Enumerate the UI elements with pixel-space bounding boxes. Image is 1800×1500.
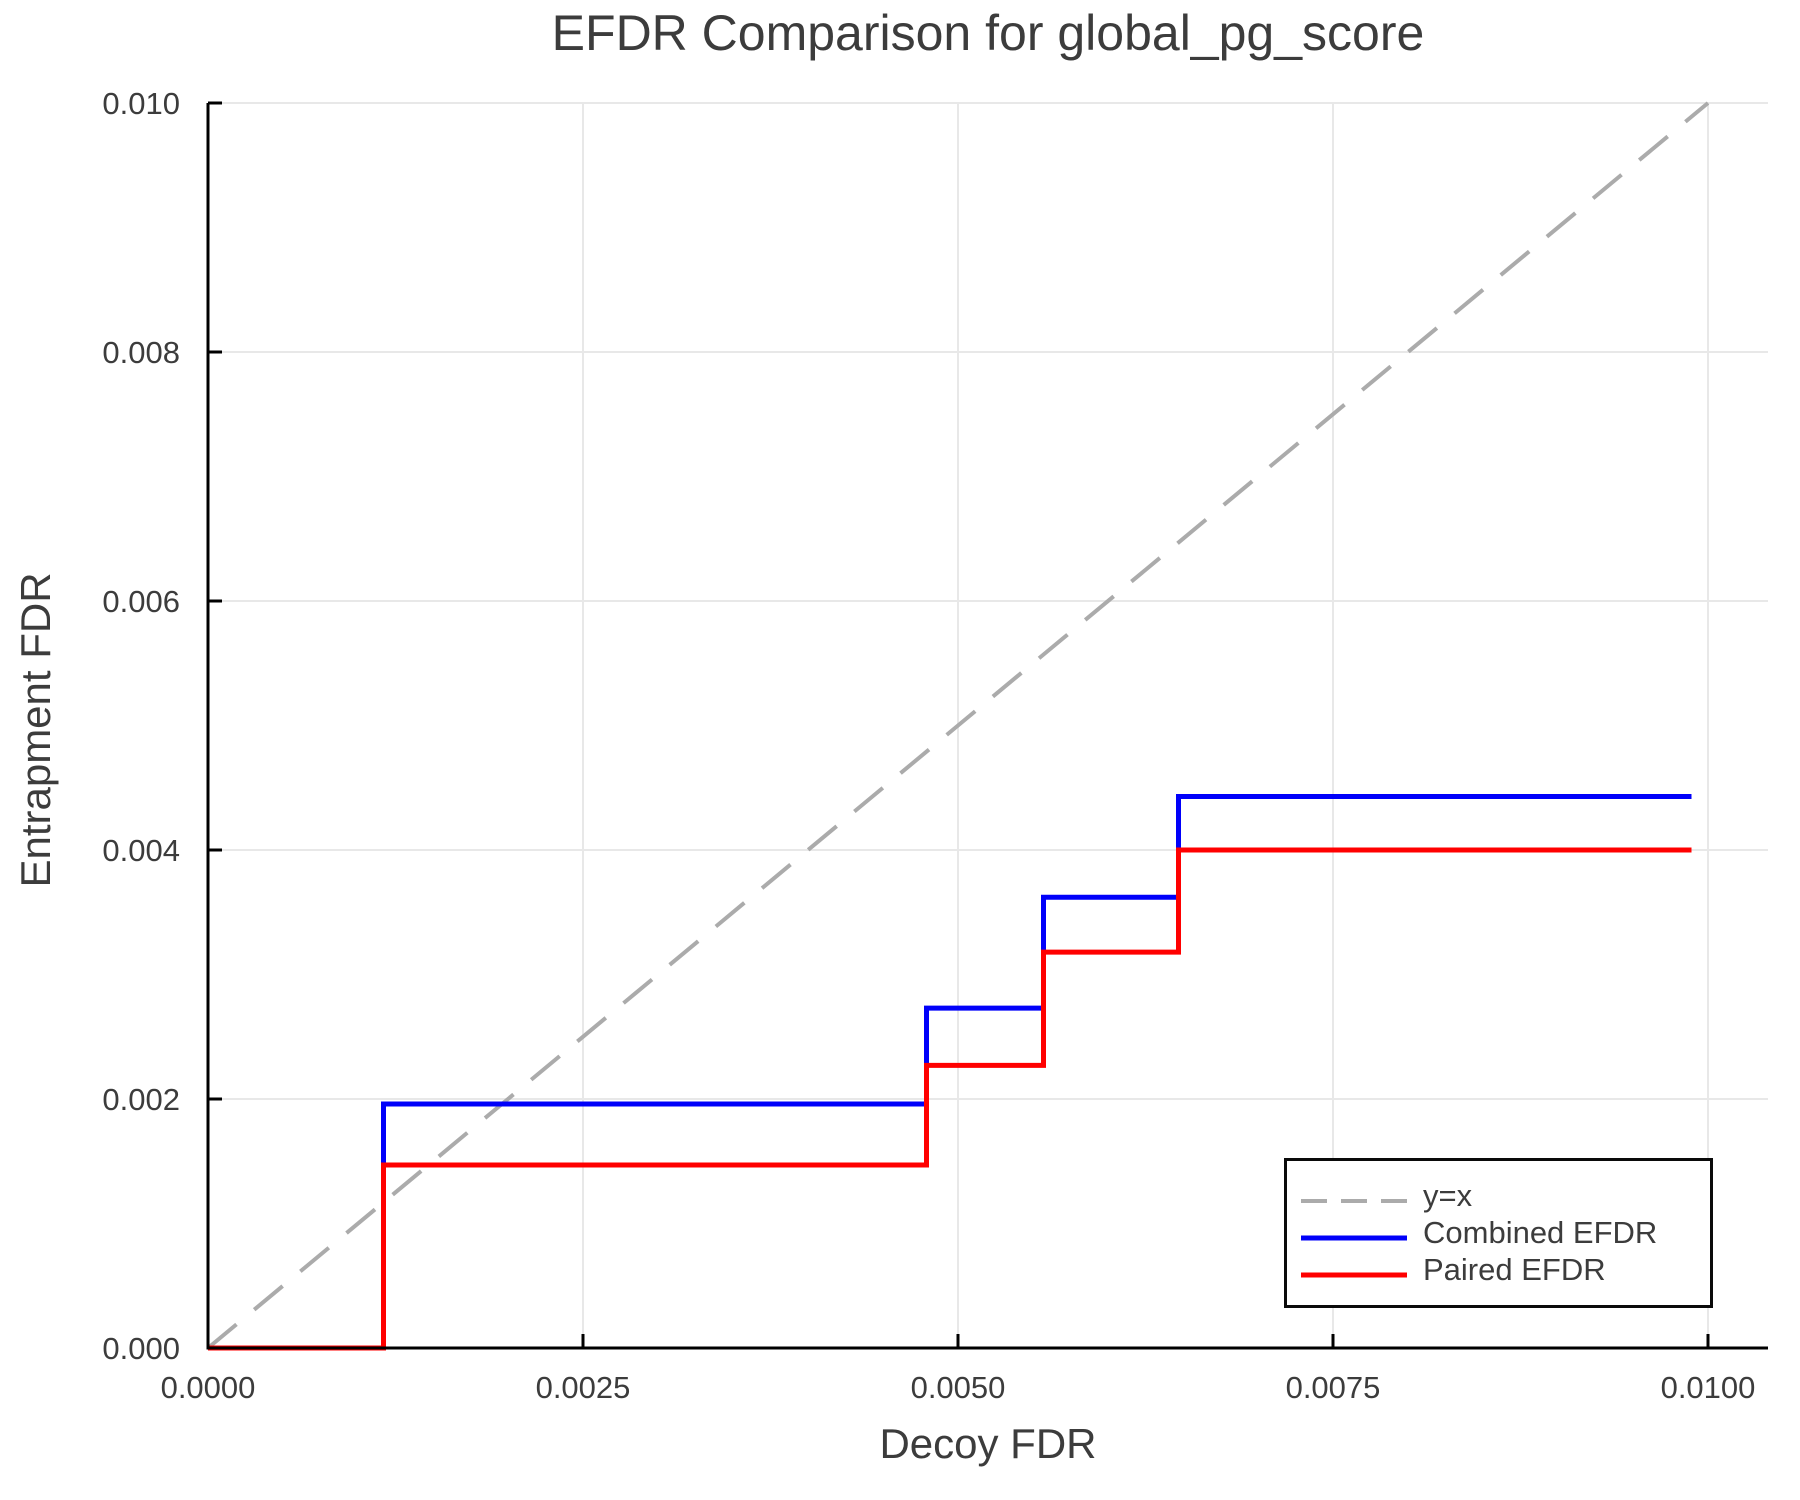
x-tick-label: 0.0025 bbox=[536, 1370, 631, 1405]
legend: y=x Combined EFDR Paired EFDR bbox=[1284, 1158, 1713, 1308]
legend-line-sample-paired-efdr bbox=[1301, 1266, 1407, 1278]
y-tick-label: 0.002 bbox=[102, 1082, 180, 1117]
legend-item-label: Paired EFDR bbox=[1423, 1252, 1606, 1287]
y-tick-label: 0.000 bbox=[102, 1331, 180, 1366]
x-tick-label: 0.0075 bbox=[1286, 1370, 1381, 1405]
x-tick-label: 0.0050 bbox=[911, 1370, 1006, 1405]
legend-item-label: y=x bbox=[1423, 1178, 1473, 1213]
y-tick-label: 0.004 bbox=[102, 833, 180, 868]
series-line-y-x bbox=[206, 101, 1710, 1350]
legend-line-sample-y-x bbox=[1301, 1192, 1407, 1203]
legend-item-paired-efdr: Paired EFDR bbox=[1301, 1252, 1710, 1289]
y-tick-label: 0.010 bbox=[102, 86, 180, 121]
series-line-paired-efdr bbox=[208, 847, 1692, 1351]
x-tick-label: 0.0000 bbox=[161, 1370, 256, 1405]
x-axis-label: Decoy FDR bbox=[879, 1420, 1097, 1467]
x-tick-label: 0.0100 bbox=[1661, 1370, 1756, 1405]
legend-item-combined-efdr: Combined EFDR bbox=[1301, 1215, 1710, 1252]
y-tick-label: 0.008 bbox=[102, 335, 180, 370]
chart-title: EFDR Comparison for global_pg_score bbox=[551, 5, 1425, 61]
legend-item-label: Combined EFDR bbox=[1423, 1215, 1658, 1250]
legend-line-sample-combined-efdr bbox=[1301, 1229, 1407, 1241]
y-tick-label: 0.006 bbox=[102, 584, 180, 619]
legend-item-y-x: y=x bbox=[1301, 1178, 1710, 1215]
